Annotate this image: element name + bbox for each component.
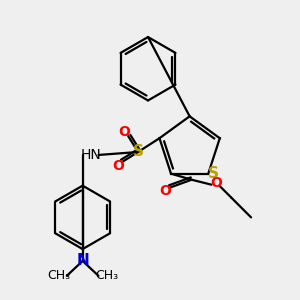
Text: CH₃: CH₃ <box>47 269 70 282</box>
Text: O: O <box>112 159 124 173</box>
Text: O: O <box>118 125 130 139</box>
Text: S: S <box>208 166 219 181</box>
Text: CH₃: CH₃ <box>95 269 118 282</box>
Text: N: N <box>76 254 89 268</box>
Text: S: S <box>133 145 144 160</box>
Text: HN: HN <box>80 148 101 162</box>
Text: O: O <box>159 184 171 198</box>
Text: O: O <box>210 176 222 190</box>
